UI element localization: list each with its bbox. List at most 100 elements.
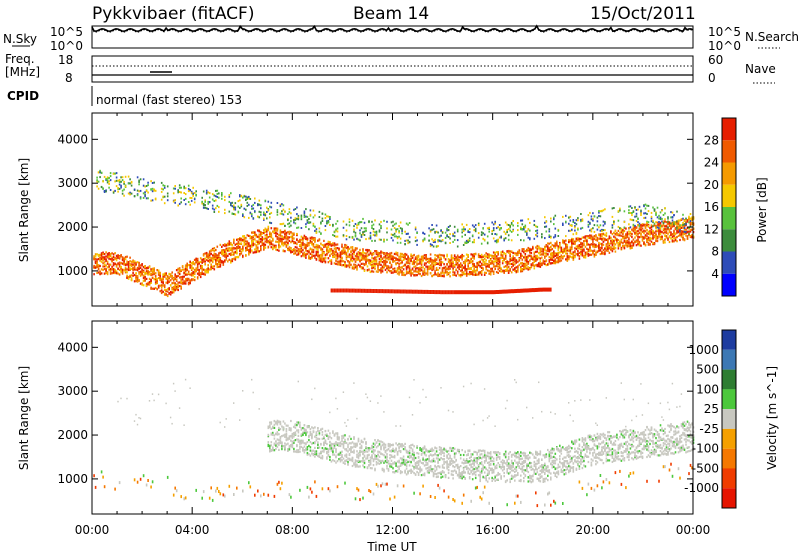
power-cell bbox=[319, 238, 321, 240]
power-cell bbox=[310, 237, 312, 239]
power-cell bbox=[469, 267, 471, 269]
power-cell bbox=[207, 264, 209, 266]
power-cell bbox=[353, 225, 355, 227]
power-cell bbox=[433, 240, 435, 242]
power-cell bbox=[171, 288, 173, 290]
power-cell bbox=[386, 231, 388, 233]
power-cell bbox=[364, 234, 366, 236]
power-cell bbox=[248, 249, 250, 251]
power-cell bbox=[639, 244, 641, 246]
power-cell bbox=[275, 233, 277, 235]
power-cell bbox=[259, 242, 261, 244]
power-cell bbox=[377, 255, 379, 257]
power-cell bbox=[452, 274, 454, 276]
power-cell bbox=[329, 254, 331, 256]
power-cell bbox=[146, 272, 148, 274]
power-cell bbox=[101, 252, 103, 254]
power-cell bbox=[368, 254, 370, 256]
power-cell bbox=[229, 194, 231, 196]
power-cell bbox=[280, 213, 282, 215]
power-cell bbox=[576, 223, 578, 225]
power-cell bbox=[116, 259, 118, 261]
power-cell bbox=[185, 203, 187, 205]
power-cell bbox=[174, 278, 176, 280]
power-cell bbox=[185, 274, 187, 276]
power-cell bbox=[497, 239, 499, 241]
power-cell bbox=[152, 190, 154, 192]
power-cell bbox=[244, 208, 246, 210]
power-cell bbox=[241, 242, 243, 244]
power-cell bbox=[651, 216, 653, 218]
power-cell bbox=[401, 229, 403, 231]
power-cell bbox=[123, 183, 125, 185]
power-cell bbox=[541, 236, 543, 238]
power-cell bbox=[214, 211, 216, 213]
power-cell bbox=[272, 231, 274, 233]
power-cell bbox=[409, 236, 411, 238]
power-cell bbox=[558, 258, 560, 260]
power-cell bbox=[648, 221, 650, 223]
power-cell bbox=[512, 252, 514, 254]
power-cell bbox=[210, 249, 212, 251]
power-cell bbox=[523, 251, 525, 253]
power-cell bbox=[223, 244, 225, 246]
power-cell bbox=[117, 180, 119, 182]
power-cell bbox=[508, 261, 510, 263]
power-cell bbox=[262, 236, 264, 238]
power-cell bbox=[260, 245, 262, 247]
power-cell bbox=[464, 290, 466, 294]
power-cell bbox=[380, 260, 382, 262]
power-cell bbox=[397, 242, 399, 244]
power-cell bbox=[534, 267, 536, 269]
power-cell bbox=[226, 256, 228, 258]
power-cell bbox=[251, 215, 253, 217]
power-cell bbox=[254, 202, 256, 204]
power-cell bbox=[500, 227, 502, 229]
power-cell bbox=[522, 262, 524, 264]
power-cell bbox=[95, 255, 97, 257]
power-cell bbox=[505, 261, 507, 263]
power-cell bbox=[475, 224, 477, 226]
power-cell bbox=[248, 235, 250, 237]
power-cell bbox=[493, 251, 495, 253]
power-cell bbox=[373, 253, 375, 255]
power-cell bbox=[425, 272, 427, 274]
power-cell bbox=[431, 244, 433, 246]
power-cell bbox=[448, 290, 450, 294]
power-cell bbox=[525, 225, 527, 227]
power-cell bbox=[448, 266, 450, 268]
power-cell bbox=[382, 258, 384, 260]
power-cell bbox=[410, 274, 412, 276]
power-cell bbox=[259, 204, 261, 206]
power-cell bbox=[574, 222, 576, 224]
power-cell bbox=[320, 258, 322, 260]
power-cell bbox=[547, 245, 549, 247]
power-cell bbox=[430, 245, 432, 247]
power-cell bbox=[277, 202, 279, 204]
power-cell bbox=[295, 222, 297, 224]
power-cell bbox=[171, 271, 173, 273]
power-cell bbox=[247, 197, 249, 199]
power-cell bbox=[274, 245, 276, 247]
power-cell bbox=[204, 207, 206, 209]
power-cell bbox=[254, 231, 256, 233]
power-cell bbox=[547, 263, 549, 265]
power-cell bbox=[610, 230, 612, 232]
power-cell bbox=[212, 205, 214, 207]
power-cell bbox=[643, 224, 645, 226]
power-cell bbox=[582, 242, 584, 244]
power-cell bbox=[532, 247, 534, 249]
power-cell bbox=[147, 182, 149, 184]
power-cell bbox=[186, 269, 188, 271]
power-cell bbox=[517, 261, 519, 263]
power-cell bbox=[464, 262, 466, 264]
power-cell bbox=[555, 243, 557, 245]
power-cell bbox=[224, 209, 226, 211]
power-cell bbox=[331, 248, 333, 250]
power-cell bbox=[549, 288, 551, 292]
power-cell bbox=[434, 259, 436, 261]
power-cell bbox=[271, 227, 273, 229]
power-cell bbox=[519, 249, 521, 251]
power-cell bbox=[577, 254, 579, 256]
power-cell bbox=[116, 255, 118, 257]
